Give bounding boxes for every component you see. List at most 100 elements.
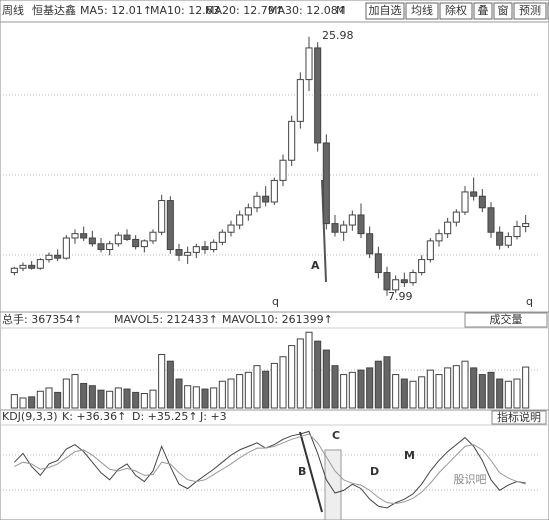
toolbar-button[interactable]: [439, 2, 473, 20]
toolbar-button[interactable]: [365, 2, 405, 20]
candle-body: [522, 223, 530, 227]
kdj-line: [14, 433, 526, 505]
indicator-select[interactable]: [464, 312, 548, 328]
annotation: q: [526, 295, 533, 308]
kdj-header: KDJ(9,3,3): [2, 410, 58, 423]
volume-bar: [149, 389, 157, 409]
volume-bar: [366, 367, 374, 409]
candle-body: [392, 279, 400, 291]
volume-bar: [192, 386, 200, 409]
down-arrow: [321, 179, 327, 283]
candle-body: [496, 231, 504, 246]
kdj-header: D: +35.25↑: [132, 410, 198, 423]
candle-body: [470, 191, 478, 197]
button-label: 除权: [445, 3, 467, 17]
volume-bar: [210, 387, 218, 409]
volume-bar: [97, 389, 105, 409]
candle-body: [227, 224, 235, 233]
toolbar-button[interactable]: [493, 2, 513, 20]
candle-body: [106, 243, 114, 251]
candle-body: [36, 259, 44, 269]
kdj-header: K: +36.36↑: [62, 410, 126, 423]
candle-body: [201, 246, 209, 251]
header-text: MA20: 12.79↑: [205, 4, 284, 17]
candle-body: [10, 267, 18, 274]
candle-body: [218, 231, 226, 243]
volume-bar: [236, 374, 244, 409]
help-label: 指标说明: [497, 410, 541, 424]
annotation: 25.98: [322, 29, 354, 42]
volume-bar: [10, 394, 18, 409]
volume-bar: [270, 362, 278, 409]
volume-bar: [478, 374, 486, 409]
kdj-header: J: +3: [199, 410, 227, 423]
candle-body: [288, 120, 296, 161]
annotation: D: [370, 465, 379, 478]
toolbar-button[interactable]: [473, 2, 493, 20]
volume-header: MAVOL10: 261399↑: [222, 313, 333, 326]
trend-arrow: [299, 431, 323, 513]
candle-body: [28, 264, 36, 269]
volume-bar: [123, 388, 131, 409]
watermark: 股识吧: [454, 473, 487, 486]
header-text: MA10: 12.63: [150, 4, 220, 17]
candle-body: [314, 47, 322, 144]
candle-body: [383, 272, 391, 291]
candle-body: [444, 221, 452, 235]
volume-bar: [253, 365, 261, 409]
volume-bar: [175, 378, 183, 409]
candle-body: [270, 179, 278, 203]
candle-body: [357, 214, 365, 235]
candle-body: [262, 195, 270, 203]
volume-bar: [140, 393, 148, 409]
candle-body: [487, 207, 495, 233]
button-label: 加自选: [369, 4, 402, 17]
header-text: 恒基达鑫: [32, 3, 76, 17]
header-text: MA5: 12.01↑: [80, 4, 152, 17]
volume-bar: [262, 370, 270, 409]
toolbar-button[interactable]: [405, 2, 439, 20]
volume-bar: [158, 354, 166, 409]
volume-bar: [452, 365, 460, 409]
candle-body: [45, 254, 53, 261]
volume-bar: [513, 378, 521, 409]
volume-bar: [487, 371, 495, 409]
candle-body: [322, 142, 330, 225]
candle-body: [244, 207, 252, 216]
candle-body: [97, 243, 105, 251]
volume-bar: [227, 378, 235, 409]
candle-body: [478, 195, 486, 209]
volume-bar: [71, 374, 79, 409]
candle-body: [210, 241, 218, 251]
volume-bar: [322, 349, 330, 409]
volume-bar: [461, 360, 469, 409]
volume-bar: [383, 356, 391, 409]
volume-bar: [88, 385, 96, 409]
toolbar-button[interactable]: [513, 2, 547, 20]
volume-bar: [426, 369, 434, 409]
volume-bar: [470, 367, 478, 409]
volume-bar: [288, 345, 296, 409]
candle-body: [149, 231, 157, 242]
candle-body: [409, 272, 417, 284]
volume-bar: [400, 378, 408, 409]
volume-bar: [201, 388, 209, 409]
candle-body: [418, 259, 426, 274]
button-label: 均线: [411, 3, 433, 17]
volume-bar: [132, 391, 140, 409]
candle-body: [296, 79, 304, 122]
volume-bar: [218, 380, 226, 409]
candle-body: [158, 200, 166, 233]
indicator-help[interactable]: [491, 410, 547, 425]
volume-bar: [340, 374, 348, 409]
candle-body: [253, 195, 261, 209]
candle-body: [435, 233, 443, 242]
volume-bar: [418, 376, 426, 409]
button-label: 预测: [519, 4, 541, 17]
volume-bar: [374, 360, 382, 409]
volume-bar: [279, 356, 287, 409]
button-label: 窗: [498, 3, 509, 17]
